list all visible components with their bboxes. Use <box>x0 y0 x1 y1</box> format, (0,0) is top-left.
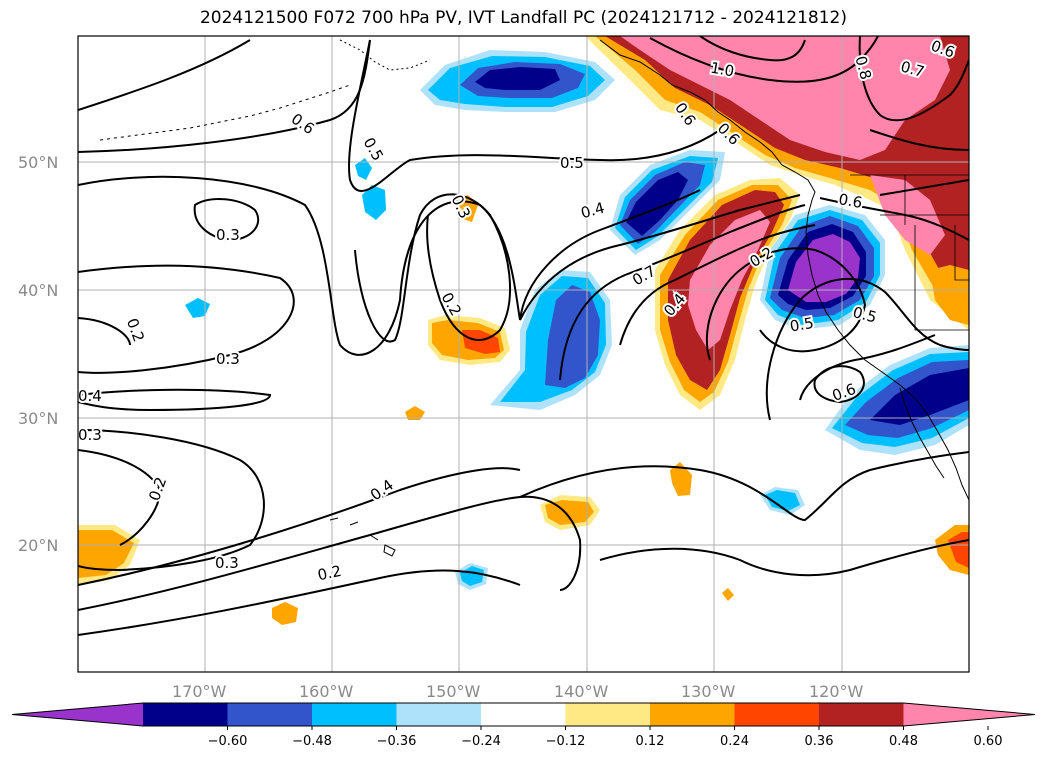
contour-0.4-south <box>78 467 521 586</box>
colorbar-bin <box>227 703 313 726</box>
colorbar-tick-label: −0.48 <box>292 734 332 749</box>
contour-0.3-south <box>78 429 265 572</box>
lon-label-160w: 160°W <box>299 682 354 701</box>
shade-neg-baja-dark <box>870 368 969 425</box>
contour-label: 0.5 <box>560 154 584 172</box>
shade-neg-mid-mid <box>545 285 600 388</box>
contour-0.2-band <box>78 317 272 412</box>
shade-pos-small-3 <box>405 406 425 420</box>
lon-label-130w: 130°W <box>681 682 736 701</box>
contour-0.3-south2 <box>78 495 582 611</box>
shade-pos-pnw-extreme <box>620 36 950 160</box>
colorbar-tick-label: −0.12 <box>546 734 586 749</box>
contour-0.6-east <box>819 197 969 241</box>
colorbar-outline <box>11 702 1036 727</box>
map-frame <box>77 35 970 673</box>
contour-0.3-west <box>193 198 260 242</box>
contour-low-1 <box>705 247 867 361</box>
lon-label-170w: 170°W <box>172 682 227 701</box>
colorbar: −0.60 −0.48 −0.36 −0.24 −0.12 0.12 0.24 0.36 0.4… <box>11 702 1036 749</box>
coastline-alaska <box>599 39 816 201</box>
contour-label: 0.4 <box>78 387 102 405</box>
contour-ridge-2 <box>559 204 806 381</box>
shade-pos-small-4 <box>722 588 734 601</box>
contour-label: 0.3 <box>216 350 240 368</box>
colorbar-tick-label: −0.24 <box>461 734 501 749</box>
hawaii-islands <box>329 517 396 557</box>
lat-axis: 50°N 40°N 30°N 20°N <box>18 153 58 555</box>
shade-pos-mid-red <box>462 330 500 354</box>
lat-label-40n: 40°N <box>18 281 58 300</box>
colorbar-tick-label: 0.12 <box>636 734 665 749</box>
state-borders <box>850 174 969 331</box>
contour-label: 0.3 <box>215 554 239 572</box>
colorbar-extend-high <box>903 703 1035 726</box>
shade-pos-small-2 <box>272 602 298 625</box>
contour-0.3-band <box>78 264 295 374</box>
contour-label: 0.3 <box>78 426 102 444</box>
colorbar-bin <box>312 703 397 726</box>
colorbar-bin <box>143 703 228 726</box>
shade-neg-small-5b <box>765 490 800 511</box>
contour-0.6-closed <box>813 365 865 404</box>
lon-label-140w: 140°W <box>554 682 609 701</box>
alaska-islands <box>339 39 431 71</box>
lon-axis: 170°W 160°W 150°W 140°W 130°W 120°W <box>172 682 864 701</box>
shade-neg-small-1 <box>362 185 386 220</box>
lat-label-50n: 50°N <box>18 153 58 172</box>
shade-neg-small-3 <box>185 298 210 318</box>
contour-ridge-1 <box>519 194 801 321</box>
contour-lines <box>78 36 969 636</box>
colorbar-tick-label: 0.48 <box>889 734 918 749</box>
contour-0.4-trough <box>78 175 701 356</box>
contour-0.5-wave <box>348 39 721 192</box>
contour-high-3 <box>858 36 969 122</box>
map-panel: 0.6 0.5 0.5 0.3 0.3 0.4 0.2 0.2 0.3 0.4 … <box>76 35 970 673</box>
colorbar-bin <box>819 703 904 726</box>
colorbar-bin <box>734 703 820 726</box>
colorbar-bin <box>565 703 651 726</box>
colorbar-tick-label: 0.24 <box>720 734 749 749</box>
contour-low-3 <box>799 334 936 401</box>
contour-0.2-south2 <box>78 451 969 636</box>
contour-0.6-north <box>78 39 251 111</box>
contour-0.2-bottom <box>599 539 969 577</box>
lat-label-20n: 20°N <box>18 536 58 555</box>
lat-label-30n: 30°N <box>18 409 58 428</box>
shade-neg-small-2 <box>355 158 372 180</box>
shade-neg-offshore-dark <box>626 172 688 236</box>
lon-label-120w: 120°W <box>809 682 864 701</box>
shading-layer <box>78 36 969 625</box>
contour-high-1 <box>649 36 879 83</box>
contour-0.3-inner <box>354 193 511 343</box>
contour-0.2-south <box>78 449 162 546</box>
contour-low-2 <box>765 277 969 421</box>
coastline-baja <box>899 387 945 479</box>
coastlines <box>99 39 969 557</box>
contour-0.5-north <box>78 39 371 153</box>
shade-pos-left-orange <box>78 530 134 578</box>
contour-ridge-3 <box>619 224 816 346</box>
colorbar-tick-label: −0.36 <box>377 734 417 749</box>
contour-label: 0.3 <box>216 226 240 244</box>
colorbar-bin <box>396 703 482 726</box>
colorbar-bin <box>481 703 566 726</box>
gridlines <box>78 36 969 672</box>
colorbar-tick-label: 0.60 <box>974 734 1003 749</box>
coastline-west-us <box>805 199 969 501</box>
contour-high-4 <box>869 129 969 196</box>
shade-neg-north-dark <box>475 67 560 90</box>
lon-label-150w: 150°W <box>426 682 481 701</box>
contour-high-2 <box>699 36 806 62</box>
colorbar-bin <box>650 703 735 726</box>
shade-pos-25n <box>670 462 692 496</box>
colorbar-tick-label: 0.36 <box>805 734 834 749</box>
colorbar-tick-label: −0.60 <box>208 734 248 749</box>
figure-title: 2024121500 F072 700 hPa PV, IVT Landfall… <box>199 8 847 28</box>
colorbar-extend-low <box>12 703 143 726</box>
